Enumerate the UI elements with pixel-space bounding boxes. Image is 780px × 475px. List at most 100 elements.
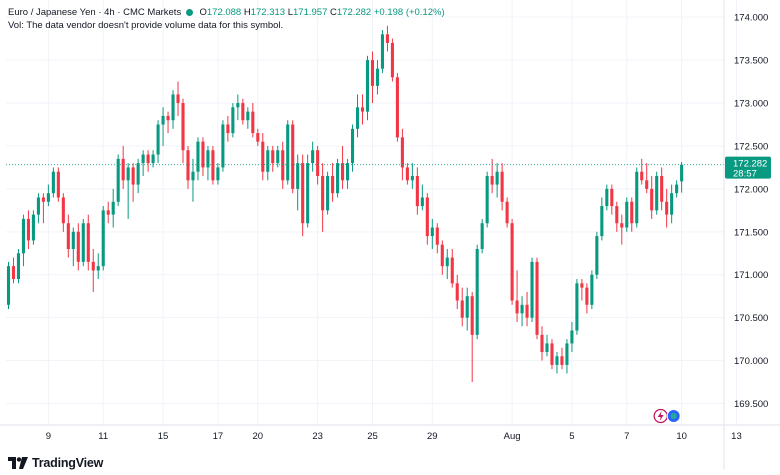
candle-body — [680, 164, 684, 182]
candle-body — [460, 300, 464, 318]
candle — [675, 180, 679, 198]
candle-body — [41, 197, 45, 202]
candle — [500, 163, 504, 211]
candle-body — [216, 167, 220, 181]
candle-body — [495, 171, 499, 185]
candle — [560, 347, 564, 370]
candle — [201, 137, 205, 177]
tradingview-logo[interactable]: TradingView — [8, 456, 103, 470]
candle-body — [645, 180, 649, 189]
event-badges[interactable] — [653, 408, 681, 424]
candle — [580, 279, 584, 301]
candle — [316, 145, 320, 185]
candle — [410, 163, 414, 189]
candle — [450, 248, 454, 288]
candle — [241, 98, 245, 125]
candle-body — [565, 343, 569, 365]
candle — [420, 184, 424, 211]
candle — [415, 167, 419, 215]
candle-body — [106, 210, 110, 215]
volume-note: Vol: The data vendor doesn't provide vol… — [8, 20, 284, 31]
candle — [116, 154, 120, 207]
time-tick-label: Aug — [504, 431, 521, 442]
candle-body — [136, 163, 140, 185]
candle — [71, 227, 75, 267]
candle-body — [86, 223, 90, 262]
candle — [470, 291, 474, 383]
candle — [31, 210, 35, 245]
candle — [640, 158, 644, 185]
candle — [296, 154, 300, 211]
candle-body — [166, 115, 170, 121]
candle — [360, 94, 365, 125]
candle — [231, 103, 235, 138]
candle-body — [66, 223, 70, 249]
candle — [336, 158, 340, 198]
candle-body — [670, 193, 674, 215]
candle — [620, 214, 624, 245]
candle — [680, 162, 684, 193]
candle — [595, 231, 599, 280]
economic-event-icon[interactable] — [666, 409, 681, 423]
candle-body — [296, 163, 300, 189]
price-axis[interactable]: 174.000 173.500 173.000 172.500 172.000 171.5… — [723, 0, 768, 470]
candle — [16, 248, 21, 284]
candle-body — [390, 42, 394, 78]
candle-body — [590, 274, 594, 305]
candle-body — [246, 111, 250, 121]
time-tick-label: 10 — [676, 431, 687, 442]
price-tick-label: 173.500 — [734, 56, 768, 67]
candle-body — [116, 158, 120, 202]
candle — [286, 120, 290, 185]
candle — [535, 257, 539, 340]
low-label: L — [287, 7, 294, 18]
candle-body — [11, 266, 16, 280]
candles — [6, 25, 684, 383]
candle-body — [620, 223, 624, 228]
time-axis[interactable]: 9 11 15 17 20 23 25 29 Aug 5 7 10 13 — [0, 424, 780, 442]
candle — [6, 261, 11, 310]
candle-body — [146, 154, 150, 164]
candle-body — [201, 141, 205, 168]
candle-body — [176, 94, 180, 104]
candle — [41, 193, 45, 224]
lightning-event-icon[interactable] — [653, 408, 668, 424]
candle-body — [360, 107, 365, 112]
candle-body — [530, 261, 534, 318]
candle — [645, 163, 649, 194]
candle — [390, 38, 394, 82]
candle — [26, 210, 30, 249]
candle-body — [6, 266, 11, 305]
candle-body — [550, 343, 554, 365]
candle — [46, 184, 50, 207]
candle-body — [625, 201, 629, 228]
candle-body — [271, 150, 275, 164]
candle-body — [156, 124, 160, 155]
candle-body — [515, 300, 519, 314]
candle-body — [570, 330, 574, 344]
candle — [91, 248, 95, 292]
candle — [196, 137, 200, 181]
candle-body — [306, 163, 310, 224]
candle — [670, 184, 674, 224]
candle — [246, 107, 250, 129]
candle-body — [221, 124, 225, 168]
candle-body — [21, 218, 25, 254]
candle — [276, 145, 280, 168]
time-tick-label: 9 — [46, 431, 51, 442]
candle — [311, 141, 315, 172]
candle-body — [196, 141, 200, 172]
candle — [515, 270, 519, 322]
candle-body — [465, 296, 469, 318]
candle — [11, 257, 16, 284]
candle-body — [61, 197, 65, 224]
candle-body — [56, 171, 60, 198]
candle — [51, 167, 55, 198]
candle-body — [400, 137, 404, 168]
candle-body — [316, 150, 320, 177]
candle-body — [121, 158, 125, 181]
candle-body — [311, 150, 315, 164]
